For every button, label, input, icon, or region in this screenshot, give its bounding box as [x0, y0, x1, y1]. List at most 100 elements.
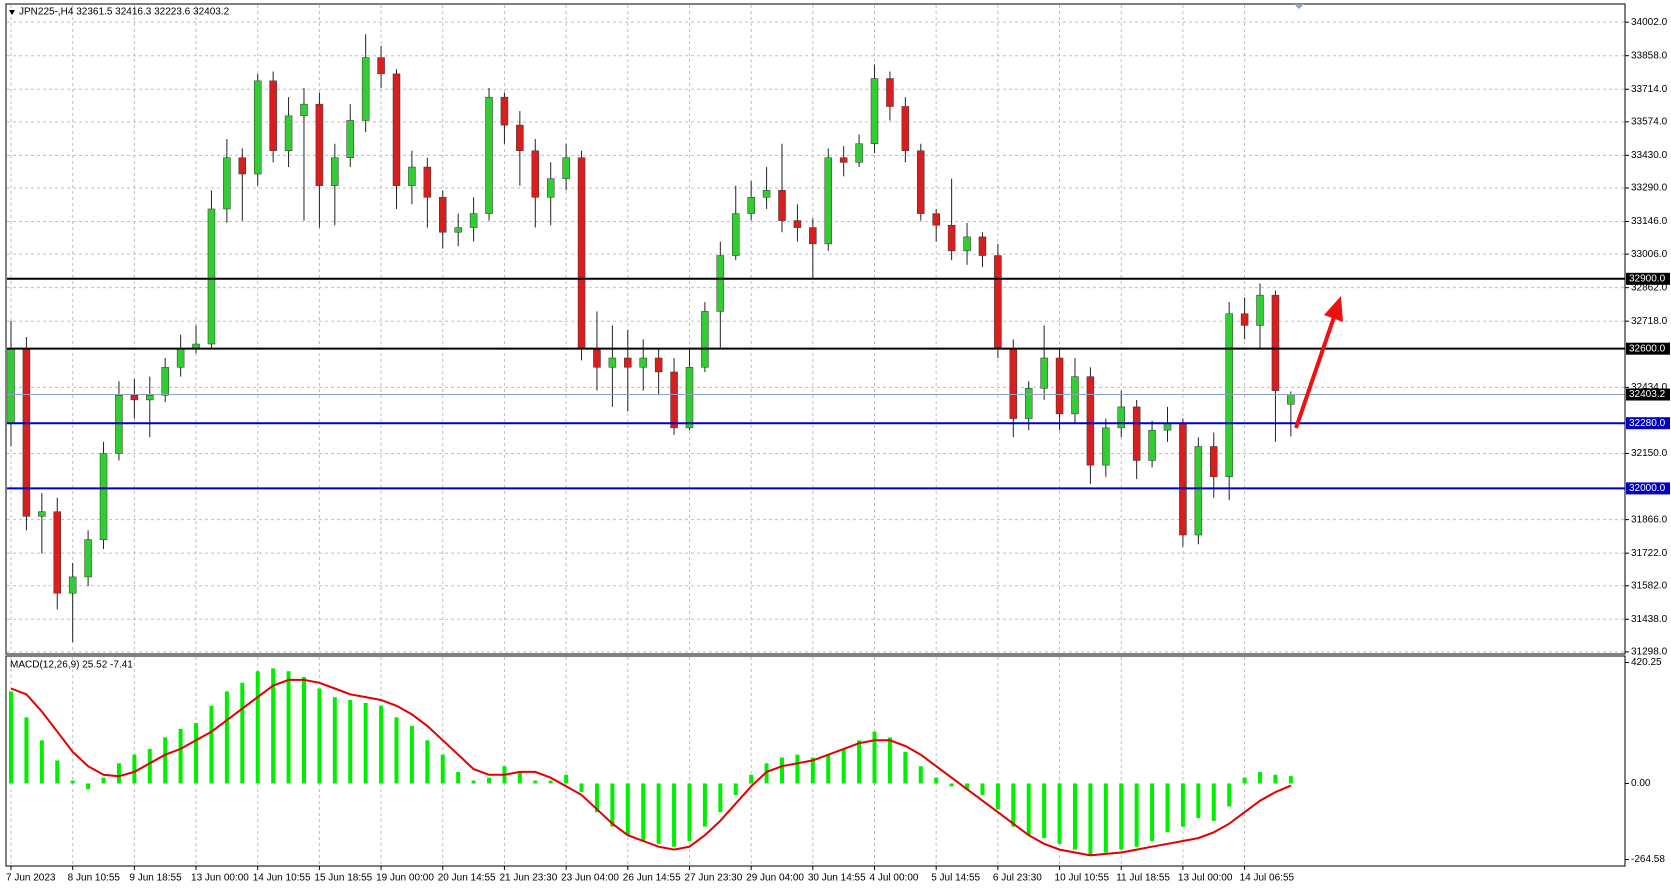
macd-histogram-bar: [1026, 783, 1031, 836]
macd-histogram-bar: [1011, 783, 1016, 827]
x-tick-label: 19 Jun 00:00: [376, 873, 434, 884]
macd-histogram-bar: [548, 780, 553, 784]
macd-histogram-bar: [70, 780, 75, 784]
candle-body: [1225, 313, 1233, 478]
candle-body: [809, 227, 817, 245]
macd-histogram-bar: [1211, 783, 1216, 821]
macd-histogram-bar: [656, 783, 661, 844]
macd-histogram-bar: [857, 740, 862, 784]
candle-body: [115, 395, 123, 454]
macd-histogram-bar: [1103, 783, 1108, 853]
macd-histogram-bar: [795, 754, 800, 784]
macd-histogram-bar: [1042, 783, 1047, 839]
candle-body: [624, 357, 632, 368]
candle-body: [886, 78, 894, 107]
candle-body: [1009, 348, 1018, 419]
macd-histogram-bar: [317, 688, 322, 784]
candle-body: [392, 73, 401, 186]
macd-histogram-bar: [1227, 783, 1232, 807]
candle-body: [469, 213, 478, 228]
macd-histogram-bar: [1072, 783, 1077, 850]
macd-histogram-bar: [363, 702, 368, 784]
candle-body: [284, 115, 293, 151]
y-tick-label: 33714.0: [1631, 84, 1668, 95]
candle-body: [516, 124, 524, 151]
candle-body: [130, 395, 139, 401]
x-tick-label: 10 Jul 10:55: [1055, 873, 1110, 884]
macd-histogram-bar: [1165, 783, 1170, 833]
macd-histogram-bar: [780, 757, 784, 784]
candle-body: [346, 120, 354, 158]
macd-histogram-bar: [487, 777, 492, 784]
x-tick-label: 23 Jun 04:00: [561, 873, 619, 884]
candle-body: [1210, 446, 1218, 478]
candle-body: [562, 157, 570, 179]
y-tick-label: 33006.0: [1631, 249, 1668, 260]
candle-body: [824, 157, 833, 245]
y-tick-label: 31722.0: [1631, 548, 1668, 559]
y-tick-label: 32150.0: [1631, 448, 1668, 459]
x-tick-label: 6 Jul 23:30: [993, 873, 1042, 884]
macd-histogram-bar: [733, 783, 738, 795]
macd-histogram-bar: [1119, 783, 1124, 850]
macd-histogram-bar: [1258, 771, 1263, 784]
macd-histogram-bar: [749, 774, 754, 784]
x-tick-label: 29 Jun 04:00: [746, 873, 804, 884]
macd-histogram-bar: [456, 771, 461, 784]
candle-body: [331, 157, 339, 186]
macd-histogram-bar: [301, 677, 306, 784]
x-tick-label: 20 Jun 14:55: [438, 873, 496, 884]
candle-body: [1240, 313, 1249, 326]
level-tag-label: 32600.0: [1629, 343, 1666, 354]
candle-body: [747, 197, 755, 214]
candle-body: [315, 103, 324, 186]
macd-histogram-bar: [39, 740, 44, 784]
y-tick-label: 0.00: [1631, 778, 1651, 789]
y-tick-label: 33430.0: [1631, 150, 1668, 161]
candle-body: [1148, 429, 1156, 461]
candle-body: [778, 190, 786, 221]
macd-histogram-bar: [440, 754, 445, 784]
macd-histogram-bar: [55, 760, 60, 784]
candle-body: [207, 208, 216, 345]
level-tag: [1626, 272, 1670, 285]
macd-histogram-bar: [1196, 783, 1201, 818]
level-tag-label: 32900.0: [1629, 273, 1666, 284]
level-tag: [1626, 417, 1670, 430]
y-tick-label: 32434.0: [1631, 382, 1668, 393]
candle-body: [762, 190, 771, 198]
macd-histogram-bar: [610, 783, 615, 827]
y-tick-label: 420.25: [1631, 657, 1662, 668]
macd-histogram-bar: [394, 717, 399, 784]
x-tick-label: 14 Jun 10:55: [253, 873, 311, 884]
macd-histogram-bar: [1288, 776, 1293, 784]
candle-body: [978, 236, 987, 256]
level-tag: [1626, 482, 1670, 495]
candle-body: [701, 311, 709, 368]
x-tick-label: 4 Jul 00:00: [870, 873, 919, 884]
macd-histogram-bar: [579, 783, 584, 793]
x-tick-label: 21 Jun 23:30: [499, 873, 557, 884]
level-tag-label: 32280.0: [1629, 418, 1666, 429]
candle-body: [870, 78, 879, 144]
y-tick-label: 33574.0: [1631, 116, 1668, 127]
candle-body: [577, 157, 586, 349]
x-tick-label: 15 Jun 18:55: [314, 873, 372, 884]
macd-histogram-bar: [224, 691, 229, 784]
level-tag: [1626, 342, 1670, 355]
macd-histogram-bar: [903, 751, 908, 784]
macd-histogram-bar: [209, 705, 214, 784]
candle-body: [1163, 422, 1172, 431]
shift-marker: [1294, 4, 1304, 9]
candle-body: [176, 348, 185, 368]
macd-histogram-bar: [1180, 783, 1185, 827]
candle-body: [408, 166, 416, 186]
macd-histogram-bar: [147, 748, 152, 784]
macd-histogram-bar: [995, 783, 1000, 810]
macd-histogram-bar: [286, 671, 291, 784]
x-tick-label: 8 Jun 10:55: [68, 873, 121, 884]
macd-histogram-bar: [810, 757, 815, 784]
macd-histogram-bar: [9, 691, 13, 784]
